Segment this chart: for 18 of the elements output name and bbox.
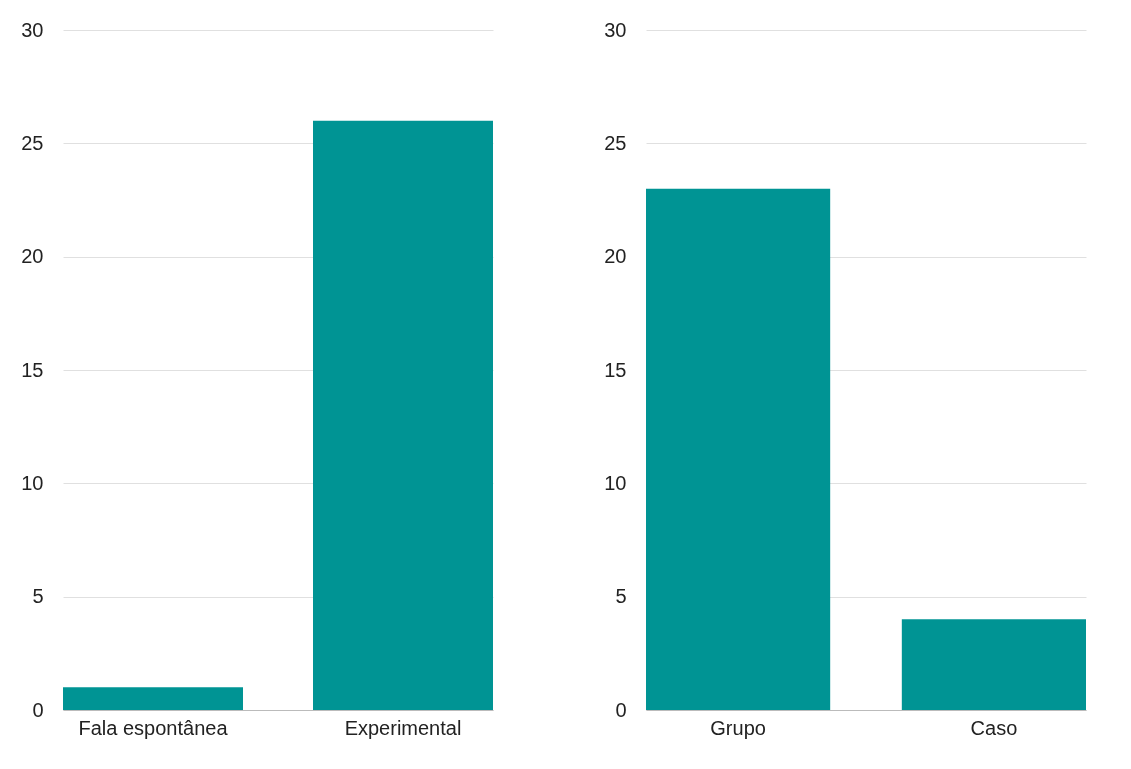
y-tick-label: 15 [604,358,627,381]
y-tick-label: 25 [21,131,44,154]
y-tick-label: 25 [604,131,627,154]
y-tick-label: 5 [32,585,44,608]
x-tick-label: Fala espontânea [78,716,229,739]
y-tick-label: 15 [21,358,44,381]
y-tick-label: 10 [604,471,627,494]
x-tick-label: Caso [970,716,1018,739]
y-tick-label: 20 [604,245,627,268]
y-tick-label: 0 [615,698,627,721]
x-tick-label: Experimental [344,716,462,739]
y-tick-label: 30 [604,18,627,41]
y-tick-label: 20 [21,245,44,268]
x-tick-label: Grupo [710,716,766,739]
y-tick-label: 0 [32,698,44,721]
y-tick-label: 30 [21,18,44,41]
y-tick-label: 5 [615,585,627,608]
y-tick-label: 10 [21,471,44,494]
